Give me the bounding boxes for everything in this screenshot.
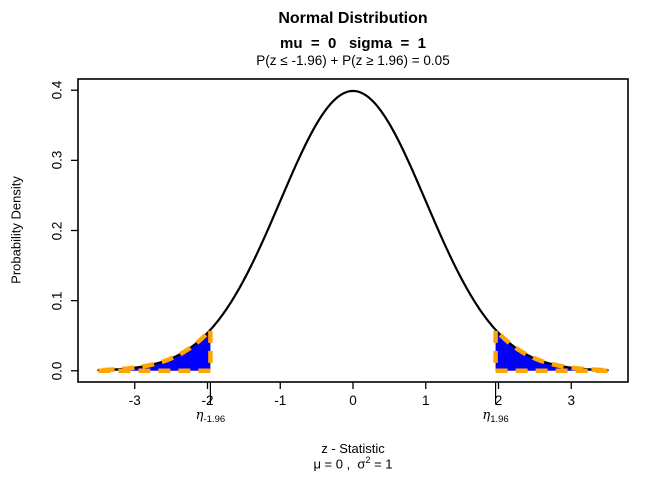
x-axis-title: z - Statistic bbox=[321, 441, 385, 456]
y-tick-label: 0.4 bbox=[49, 80, 65, 100]
x-tick-label: 3 bbox=[567, 393, 576, 408]
x-axis-subtitle: μ = 0 , σ2 = 1 bbox=[78, 455, 628, 471]
x-tick-label: -3 bbox=[128, 393, 141, 408]
y-tick-label: 0.2 bbox=[49, 221, 65, 240]
right-tail-fill bbox=[495, 329, 608, 371]
x-tick-label: -2 bbox=[201, 393, 214, 408]
x-tick-label: 1 bbox=[421, 393, 430, 408]
x-axis-subtitle-pre: μ = 0 , σ bbox=[313, 456, 366, 472]
density-curve bbox=[97, 89, 609, 372]
x-tick-label: -1 bbox=[274, 393, 287, 408]
sigma-squared-exponent: 2 bbox=[365, 455, 371, 465]
chart-annotation: P(z ≤ -1.96) + P(z ≥ 1.96) = 0.05 bbox=[256, 53, 450, 68]
eta-left-subscript: -1.96 bbox=[203, 414, 226, 425]
x-axis-subtitle-post: = 1 bbox=[370, 456, 393, 472]
eta-label-right: η1.96 bbox=[482, 407, 508, 425]
eta-symbol: η bbox=[195, 408, 204, 423]
x-tick-label: 2 bbox=[494, 393, 503, 408]
eta-right-subscript: 1.96 bbox=[490, 414, 509, 425]
left-tail-fill bbox=[98, 329, 211, 371]
eta-label-left: η-1.96 bbox=[196, 407, 225, 425]
eta-symbol: η bbox=[482, 408, 491, 423]
y-tick-label: 0.3 bbox=[49, 150, 65, 170]
chart-subtitle: mu = 0 sigma = 1 bbox=[280, 35, 426, 52]
plot-border bbox=[77, 78, 629, 383]
y-tick-label: 0.1 bbox=[49, 291, 65, 311]
chart-title: Normal Distribution bbox=[278, 10, 428, 27]
y-tick-label: 0.0 bbox=[49, 361, 65, 381]
x-tick-label: 0 bbox=[349, 393, 357, 408]
y-axis-title: Probability Density bbox=[8, 176, 24, 284]
